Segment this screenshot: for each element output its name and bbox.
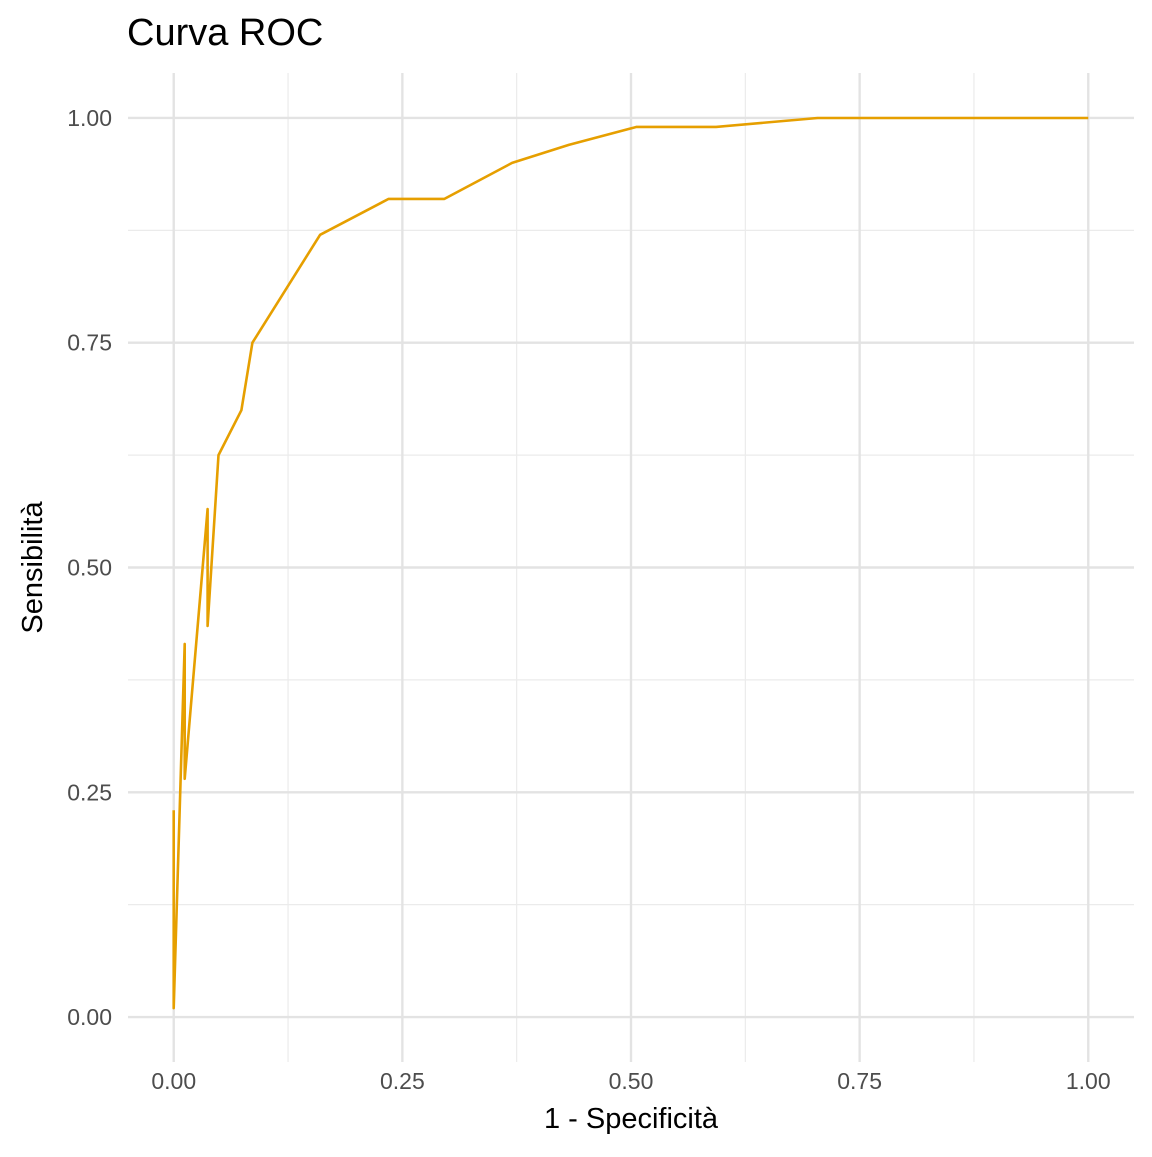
y-tick-label: 0.75 <box>67 330 112 356</box>
y-tick-label: 0.50 <box>67 555 112 581</box>
y-axis-title: Sensibilità <box>17 501 49 634</box>
x-tick-label: 0.75 <box>837 1068 882 1094</box>
chart-title: Curva ROC <box>127 12 324 54</box>
y-tick-label: 0.00 <box>67 1004 112 1030</box>
x-tick-label: 0.25 <box>380 1068 425 1094</box>
roc-curve-line <box>172 116 1089 1010</box>
x-tick-label: 1.00 <box>1066 1068 1111 1094</box>
y-tick-label: 0.25 <box>67 779 112 805</box>
x-tick-label: 0.00 <box>151 1068 196 1094</box>
x-axis-title: 1 - Specificità <box>544 1103 719 1135</box>
x-tick-label: 0.50 <box>609 1068 654 1094</box>
y-tick-label: 1.00 <box>67 105 112 131</box>
